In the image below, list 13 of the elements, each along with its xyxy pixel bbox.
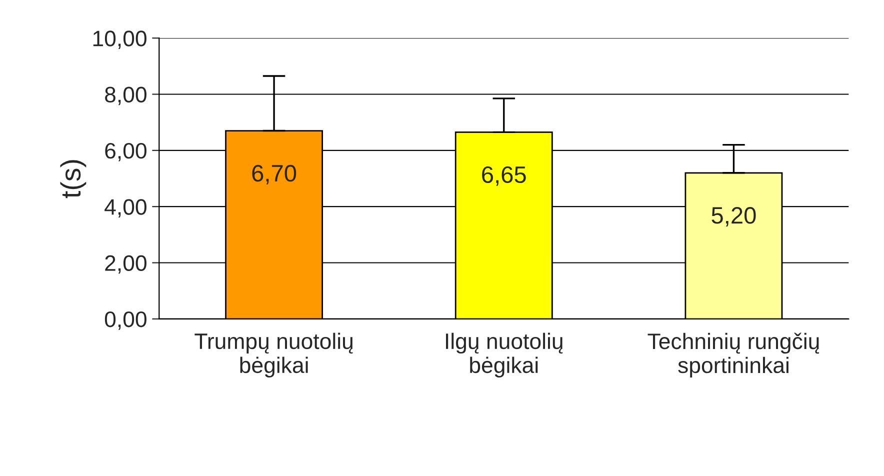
- y-tick-label: 6,00: [105, 142, 146, 162]
- y-axis-title: t(s): [60, 160, 86, 198]
- data-label: 6,65: [482, 166, 526, 186]
- x-tick-label: Ilgų nuotolių bėgikai: [446, 332, 563, 378]
- data-label: 6,70: [252, 164, 296, 184]
- y-tick-label: 0,00: [104, 311, 146, 330]
- x-tick-label: Trumpų nuotolių bėgikai: [194, 332, 353, 378]
- y-tick-label: 2,00: [105, 255, 146, 274]
- y-tick-label: 8,00: [105, 86, 146, 106]
- x-tick-label: Techninių rungčių sportininkai: [648, 332, 820, 378]
- y-tick-label: 4,00: [104, 199, 146, 218]
- y-tick-label: 10,00: [93, 30, 146, 49]
- data-label: 5,20: [712, 207, 756, 227]
